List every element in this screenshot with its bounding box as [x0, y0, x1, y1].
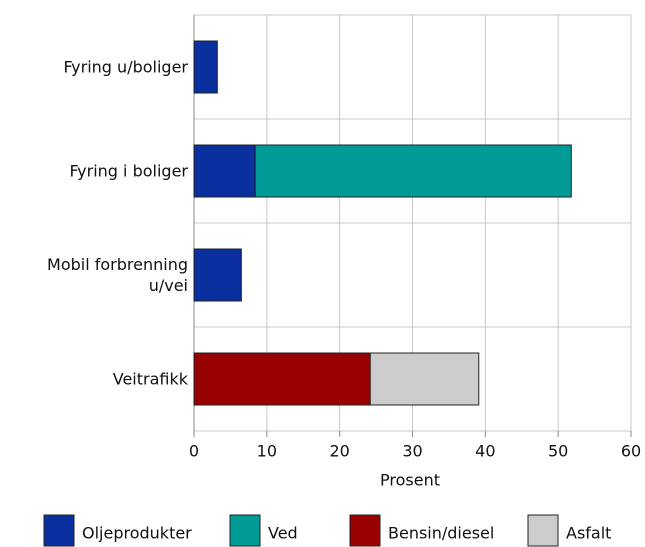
bar	[193, 144, 256, 198]
y-tick-label: Mobil forbrenning u/vei	[47, 255, 188, 295]
bar	[193, 352, 371, 406]
x-tick-label: 10	[257, 442, 277, 461]
x-axis-label: Prosent	[380, 471, 440, 490]
x-tick-label: 0	[189, 442, 199, 461]
bar	[254, 144, 572, 198]
legend-label: Oljeprodukter	[82, 524, 192, 543]
legend-swatch	[229, 514, 261, 547]
y-tick-label: Fyring i boliger	[69, 161, 188, 181]
legend-swatch	[349, 514, 381, 547]
legend-label: Asfalt	[566, 524, 611, 543]
legend-swatch	[527, 514, 559, 547]
x-tick-label: 50	[548, 442, 568, 461]
legend-label: Bensin/diesel	[388, 524, 494, 543]
x-tick-label: 30	[402, 442, 422, 461]
bar	[193, 40, 218, 94]
x-tick-label: 20	[329, 442, 349, 461]
y-tick-label: Veitrafikk	[112, 369, 188, 389]
x-tick-label: 40	[475, 442, 495, 461]
legend-label: Ved	[268, 524, 298, 543]
legend-swatch	[43, 514, 75, 547]
bar	[369, 352, 480, 406]
x-tick-label: 60	[621, 442, 641, 461]
bar	[193, 248, 242, 302]
y-tick-label: Fyring u/boliger	[63, 57, 188, 77]
